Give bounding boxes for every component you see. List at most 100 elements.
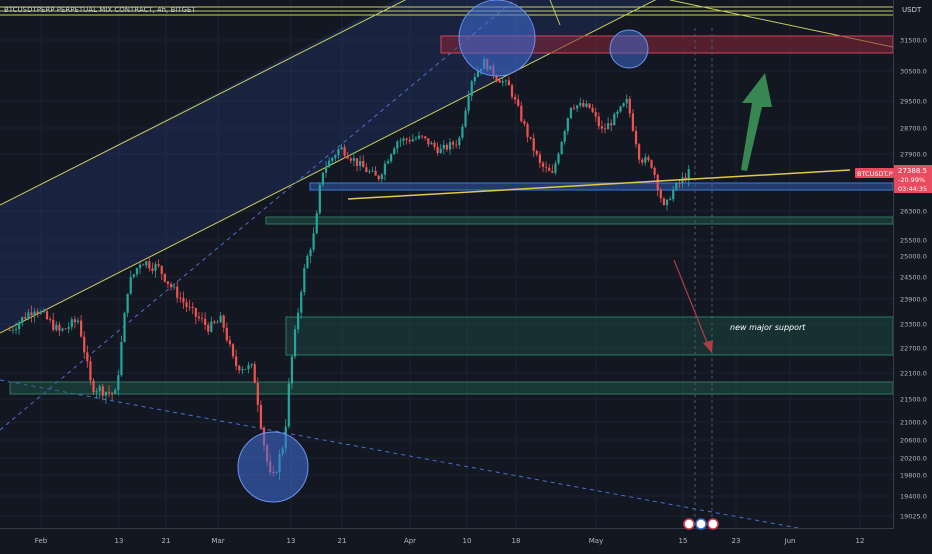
time-tick-label: Jun bbox=[784, 537, 796, 545]
candle-body bbox=[498, 80, 501, 83]
candle-body bbox=[644, 157, 647, 163]
time-tick-label: Feb bbox=[35, 537, 48, 545]
candle-body bbox=[554, 163, 557, 173]
candle-body bbox=[306, 256, 309, 269]
candle-body bbox=[129, 276, 132, 294]
price-tag-countdown: 03:44:35 bbox=[898, 185, 927, 193]
price-tick-label: 25000.0 bbox=[900, 253, 927, 261]
candle-body bbox=[70, 319, 73, 328]
candle-body bbox=[421, 135, 424, 137]
candle-body bbox=[424, 136, 427, 139]
candle-body bbox=[362, 160, 365, 168]
candle-body bbox=[151, 268, 154, 271]
candle-body bbox=[628, 98, 631, 114]
candle-body bbox=[241, 369, 244, 371]
candle-body bbox=[148, 261, 151, 269]
candle-body bbox=[194, 308, 197, 317]
candle-body bbox=[154, 264, 157, 271]
candle-body bbox=[250, 364, 253, 366]
candle-body bbox=[355, 158, 359, 166]
candle-body bbox=[123, 312, 126, 342]
candle-body bbox=[538, 154, 542, 163]
candle-body bbox=[377, 175, 380, 180]
price-tick-label: 19025.0 bbox=[900, 513, 927, 521]
candle-body bbox=[396, 141, 399, 149]
candle-body bbox=[52, 319, 55, 331]
candle-body bbox=[461, 126, 464, 138]
candle-body bbox=[585, 103, 588, 107]
price-scale[interactable] bbox=[894, 0, 932, 550]
candle-body bbox=[228, 340, 232, 345]
candle-body bbox=[331, 158, 334, 161]
candle-body bbox=[448, 142, 452, 150]
candle-body bbox=[39, 311, 42, 314]
candle-body bbox=[197, 316, 201, 319]
candle-body bbox=[343, 147, 346, 156]
event-icons[interactable] bbox=[683, 518, 719, 530]
time-tick-label: 12 bbox=[856, 537, 865, 545]
candle-body bbox=[179, 297, 182, 299]
candle-body bbox=[442, 144, 445, 149]
candle-body bbox=[49, 319, 52, 320]
candle-body bbox=[318, 184, 321, 214]
candle-body bbox=[436, 146, 439, 154]
candle-body bbox=[476, 71, 480, 77]
pointer-line bbox=[549, 0, 561, 26]
candle-body bbox=[135, 268, 139, 275]
candle-body bbox=[405, 138, 408, 140]
event-flag-icon-2[interactable] bbox=[695, 518, 707, 530]
candle-body bbox=[117, 375, 120, 390]
candle-body bbox=[21, 317, 24, 323]
candle-body bbox=[665, 199, 669, 206]
candle-body bbox=[27, 312, 30, 319]
bearish-arrow-line bbox=[673, 259, 711, 351]
candle-body bbox=[365, 167, 368, 172]
candle-body bbox=[678, 183, 681, 184]
candle-body bbox=[210, 321, 213, 332]
support-zone-lower bbox=[9, 381, 894, 395]
candle-body bbox=[163, 273, 166, 282]
candle-body bbox=[45, 311, 49, 320]
candle-body bbox=[42, 311, 46, 313]
candle-body bbox=[126, 293, 129, 313]
candle-body bbox=[600, 126, 604, 129]
candle-body bbox=[523, 121, 526, 125]
event-flag-icon-3[interactable] bbox=[707, 518, 719, 530]
event-flag-icon-1[interactable] bbox=[683, 518, 695, 530]
candle-body bbox=[169, 283, 173, 288]
candle-body bbox=[290, 356, 294, 384]
candle-body bbox=[504, 80, 507, 82]
candle-body bbox=[532, 138, 535, 151]
candle-body bbox=[576, 105, 579, 109]
candle-body bbox=[594, 111, 597, 117]
candle-body bbox=[33, 311, 36, 316]
candle-body bbox=[55, 324, 58, 331]
candle-body bbox=[132, 274, 135, 277]
candle-body bbox=[253, 364, 256, 383]
candle-body bbox=[359, 160, 362, 166]
candle-body bbox=[61, 328, 64, 331]
candle-body bbox=[315, 213, 318, 234]
candle-body bbox=[610, 123, 613, 126]
candle-body bbox=[368, 171, 371, 173]
price-tick-label: 31500.0 bbox=[900, 37, 927, 45]
candle-body bbox=[597, 116, 600, 127]
candle-body bbox=[619, 106, 622, 112]
time-scale[interactable] bbox=[0, 528, 932, 550]
candle-body bbox=[566, 118, 569, 132]
candle-body bbox=[445, 144, 449, 150]
candle-body bbox=[58, 324, 61, 331]
candle-body bbox=[238, 365, 241, 371]
candle-body bbox=[473, 76, 476, 82]
candle-body bbox=[579, 103, 582, 106]
candle-body bbox=[383, 163, 387, 175]
candle-body bbox=[507, 80, 511, 86]
grid bbox=[0, 0, 893, 528]
candle-body bbox=[408, 139, 411, 142]
candle-body bbox=[14, 328, 18, 330]
support-zone-mid bbox=[265, 216, 894, 225]
candle-body bbox=[114, 389, 117, 394]
time-tick-label: May bbox=[589, 537, 603, 545]
